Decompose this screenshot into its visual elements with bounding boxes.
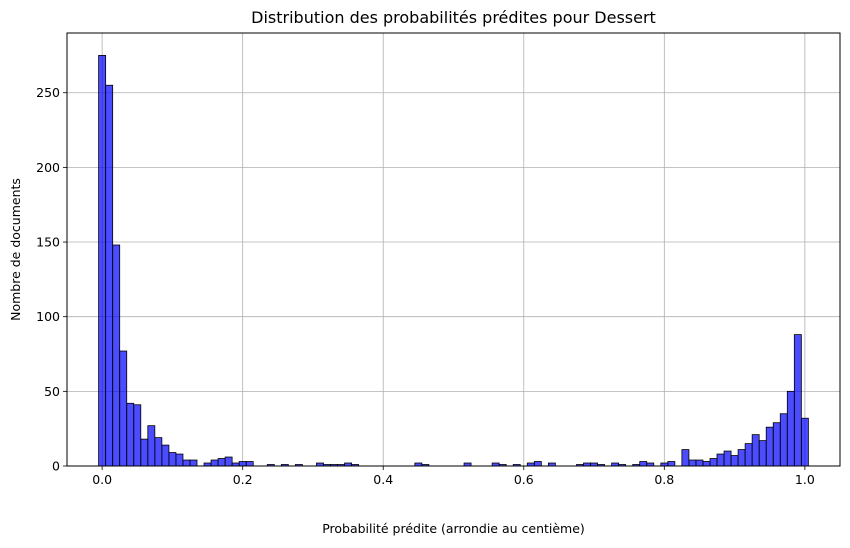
- y-tick-label: 200: [36, 160, 60, 175]
- histogram-bar: [667, 461, 676, 467]
- histogram-bar: [533, 461, 542, 467]
- histogram-bar: [730, 455, 739, 467]
- histogram-bar: [716, 453, 725, 467]
- y-tick-label: 150: [36, 235, 60, 250]
- histogram-bar: [793, 334, 802, 467]
- histogram-bar: [217, 458, 226, 467]
- histogram-bar: [126, 402, 135, 467]
- chart-title: Distribution des probabilités prédites p…: [251, 8, 656, 27]
- histogram-bar: [182, 459, 191, 467]
- histogram-bar: [779, 413, 788, 467]
- histogram-bar: [238, 461, 247, 467]
- histogram-bar: [105, 84, 114, 467]
- x-tick-label: 0.0: [92, 472, 112, 487]
- x-tick-label: 0.6: [514, 472, 534, 487]
- histogram-bar: [189, 459, 198, 467]
- y-axis-ticks: 0 50 100 150 200 250: [36, 85, 67, 474]
- histogram-bar: [709, 458, 718, 467]
- histogram-bar: [154, 437, 163, 467]
- histogram-bar: [168, 452, 177, 467]
- histogram-bar: [224, 456, 233, 467]
- y-tick-label: 50: [44, 384, 60, 399]
- y-tick-label: 100: [36, 309, 60, 324]
- histogram-bar: [723, 450, 732, 467]
- y-axis-label: Nombre de documents: [8, 178, 23, 321]
- histogram-bar: [702, 461, 711, 467]
- histogram-bar: [681, 449, 690, 467]
- histogram-bar: [786, 390, 795, 467]
- histogram-bar: [758, 440, 767, 467]
- histogram-bar: [772, 422, 781, 467]
- histogram-bar: [800, 417, 809, 467]
- x-tick-label: 0.8: [654, 472, 674, 487]
- histogram-bar: [765, 426, 774, 467]
- histogram-bar: [695, 459, 704, 467]
- histogram-bar: [98, 54, 107, 467]
- x-tick-label: 0.4: [373, 472, 393, 487]
- x-tick-label: 1.0: [795, 472, 815, 487]
- x-axis-label: Probabilité prédite (arrondie au centièm…: [322, 521, 585, 536]
- histogram-bar: [245, 461, 254, 467]
- histogram-bar: [140, 438, 149, 467]
- plot-frame: [66, 32, 841, 467]
- histogram-bar: [751, 434, 760, 467]
- histogram-bar: [210, 459, 219, 467]
- histogram-bar: [161, 444, 170, 467]
- y-tick-label: 250: [36, 85, 60, 100]
- histogram-bar: [639, 461, 648, 467]
- histogram-bar: [737, 449, 746, 467]
- histogram-bar: [744, 443, 753, 467]
- histogram-bar: [688, 459, 697, 467]
- x-tick-label: 0.2: [233, 472, 253, 487]
- histogram-bar: [119, 350, 128, 467]
- x-axis-ticks: 0.0 0.2 0.4 0.6 0.8 1.0: [92, 466, 815, 487]
- histogram-bar: [112, 244, 121, 467]
- histogram-bar: [147, 425, 156, 467]
- y-tick-label: 0: [52, 459, 60, 474]
- histogram-bar: [175, 453, 184, 467]
- histogram-bar: [133, 404, 142, 467]
